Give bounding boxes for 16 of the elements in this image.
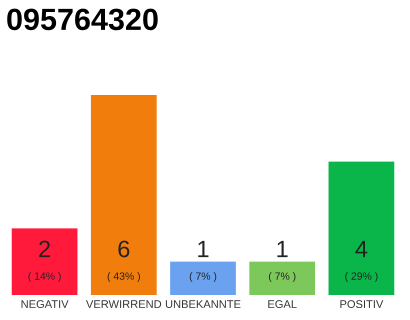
data-label: 6 ( 43% ) [108, 240, 140, 282]
bar [170, 262, 236, 295]
data-label: 1 ( 7% ) [190, 240, 216, 282]
bar [249, 262, 316, 295]
chart-title: 095764320 [7, 8, 158, 30]
bar [90, 95, 157, 295]
x-tick-label: VERWIRREND [86, 300, 162, 308]
bar [12, 228, 78, 295]
bar [328, 162, 394, 295]
data-label: 1 ( 7% ) [268, 240, 296, 282]
data-label: 2 ( 14% ) [28, 240, 61, 282]
x-tick-label: UNBEKANNTE [166, 300, 240, 308]
x-tick-label: NEGATIV [22, 300, 69, 308]
x-tick-label: EGAL [268, 300, 297, 308]
data-label: 4 ( 29% ) [345, 240, 378, 282]
x-tick-label: POSITIV [340, 300, 384, 308]
